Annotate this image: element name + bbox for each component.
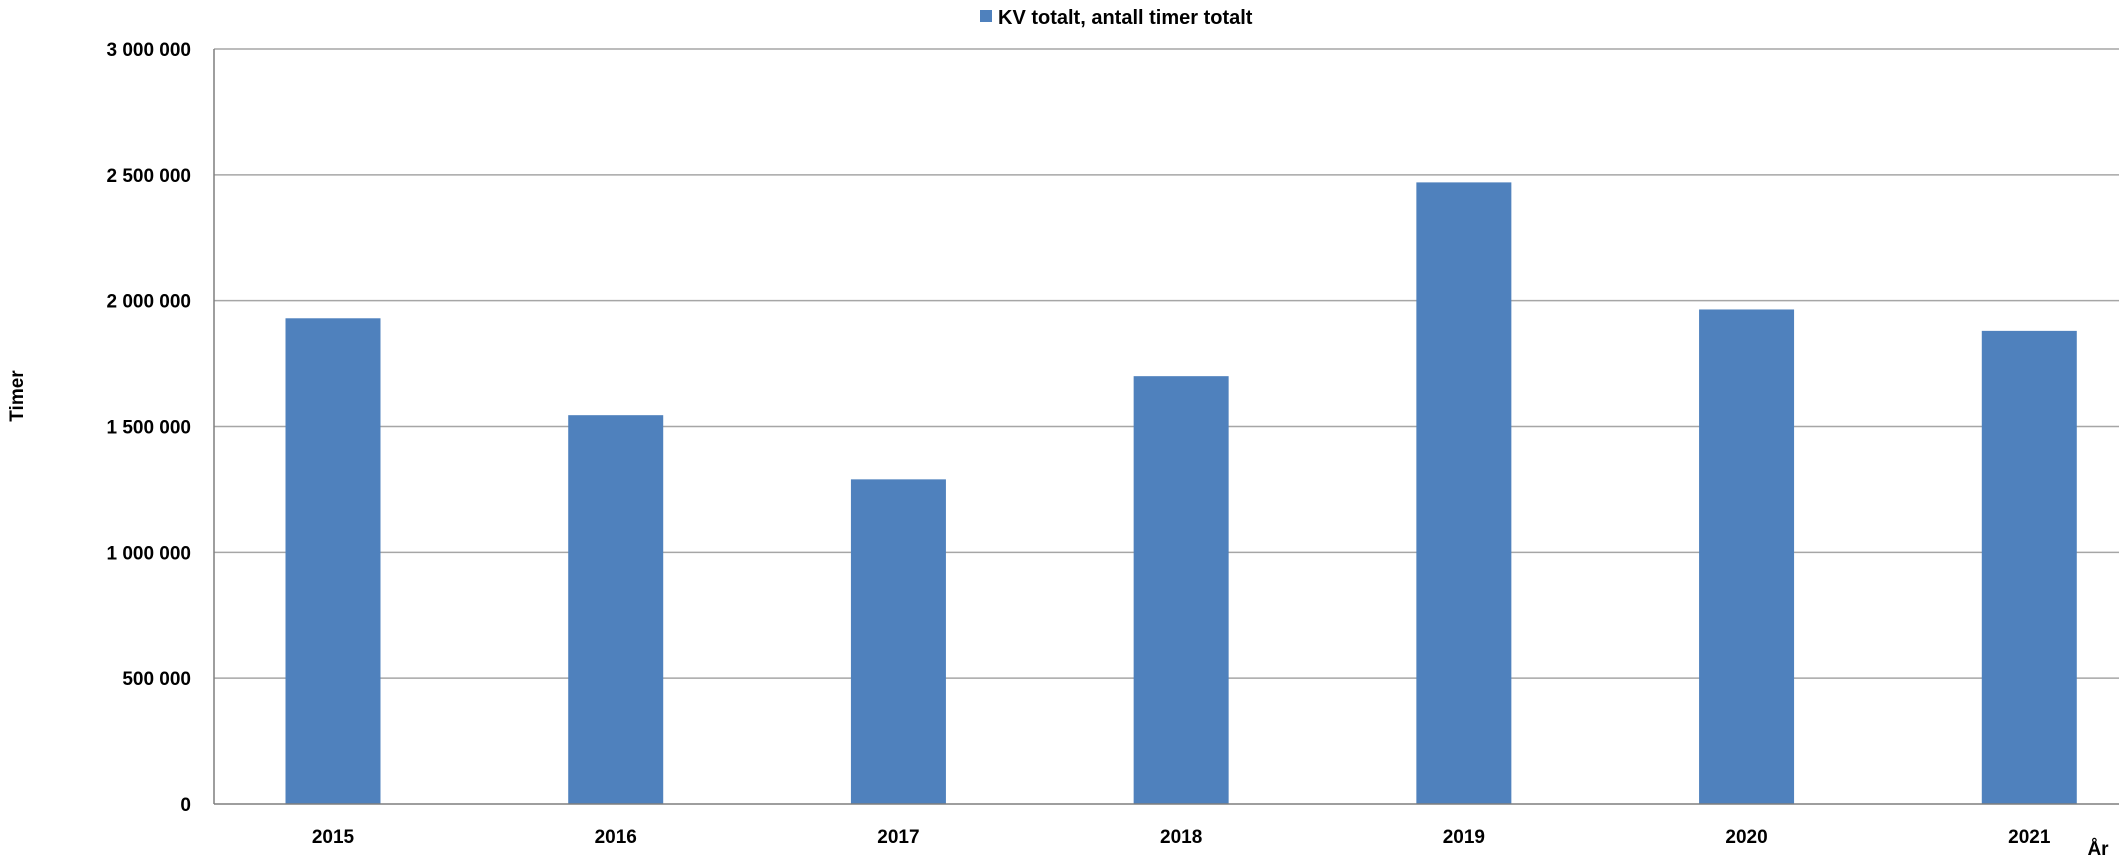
x-tick-label: 2020 bbox=[1725, 827, 1767, 848]
y-tick-label: 2 000 000 bbox=[106, 292, 191, 313]
x-tick-label: 2017 bbox=[877, 827, 919, 848]
x-tick-label: 2018 bbox=[1160, 827, 1202, 848]
x-axis-title: År bbox=[2087, 839, 2109, 859]
bar-2015 bbox=[285, 318, 381, 804]
y-tick-label: 3 000 000 bbox=[106, 40, 191, 61]
bar-2017 bbox=[850, 479, 946, 804]
y-axis-tick-labels: 0 500 000 1 000 000 1 500 000 2 000 000 2 500… bbox=[106, 40, 191, 816]
y-tick-label: 1 000 000 bbox=[106, 543, 191, 564]
bar-2016 bbox=[568, 415, 664, 804]
x-tick-label: 2016 bbox=[595, 827, 637, 848]
legend: KV totalt, antall timer totalt bbox=[980, 7, 1253, 29]
bars bbox=[285, 182, 2077, 805]
x-tick-label: 2019 bbox=[1443, 827, 1485, 848]
legend-swatch bbox=[980, 10, 992, 22]
x-axis-tick-labels: 20152016201720182019202020212022 bbox=[312, 827, 2051, 848]
legend-label: KV totalt, antall timer totalt bbox=[998, 7, 1253, 29]
bar-2020 bbox=[1699, 309, 1795, 804]
x-tick-label: 2021 bbox=[2008, 827, 2051, 848]
y-axis-title: Timer bbox=[7, 370, 28, 422]
bar-2018 bbox=[1133, 376, 1229, 804]
y-tick-label: 500 000 bbox=[122, 669, 191, 690]
bar-2019 bbox=[1416, 182, 1512, 805]
y-tick-label: 0 bbox=[180, 795, 191, 816]
x-tick-label: 2015 bbox=[312, 827, 355, 848]
bar-2021 bbox=[1981, 330, 2077, 804]
y-tick-label: 2 500 000 bbox=[106, 166, 191, 187]
y-tick-label: 1 500 000 bbox=[106, 418, 191, 439]
